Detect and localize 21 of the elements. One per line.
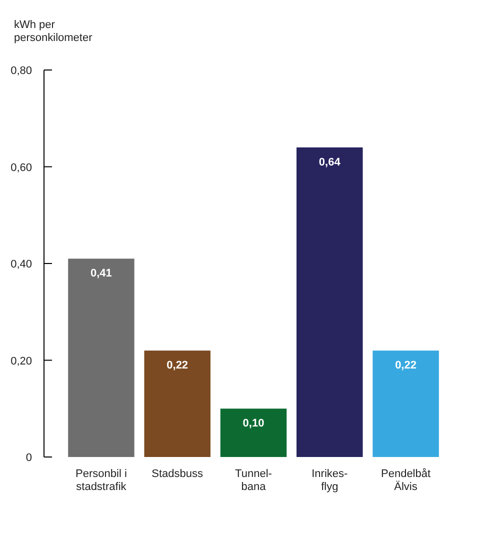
x-tick-label: Personbil i stadstrafik — [76, 468, 127, 493]
y-tick-label: 0 — [26, 452, 32, 464]
y-tick-label: 0,20 — [10, 355, 32, 368]
x-tick-label: Tunnel- bana — [235, 468, 272, 493]
bar — [372, 350, 439, 457]
data-label: 0,41 — [90, 268, 112, 280]
data-label: 0,22 — [166, 360, 188, 372]
y-tick-label: 0,80 — [10, 65, 32, 77]
y-tick-label: 0,60 — [10, 162, 32, 174]
y-axis-title: kWh per personkilometer — [14, 19, 93, 44]
bar — [144, 350, 210, 457]
x-tick-label: Pendelbåt Älvis — [381, 468, 431, 493]
y-tick-label: 0,40 — [10, 258, 32, 270]
bar — [296, 147, 363, 457]
x-tick-label: Inrikes- flyg — [312, 468, 348, 493]
bar — [220, 408, 287, 457]
data-label: 0,64 — [318, 156, 342, 168]
data-label: 0,22 — [395, 360, 416, 372]
x-tick-label: Stadsbuss — [152, 468, 204, 480]
bar — [68, 258, 134, 457]
data-label: 0,10 — [242, 418, 264, 430]
